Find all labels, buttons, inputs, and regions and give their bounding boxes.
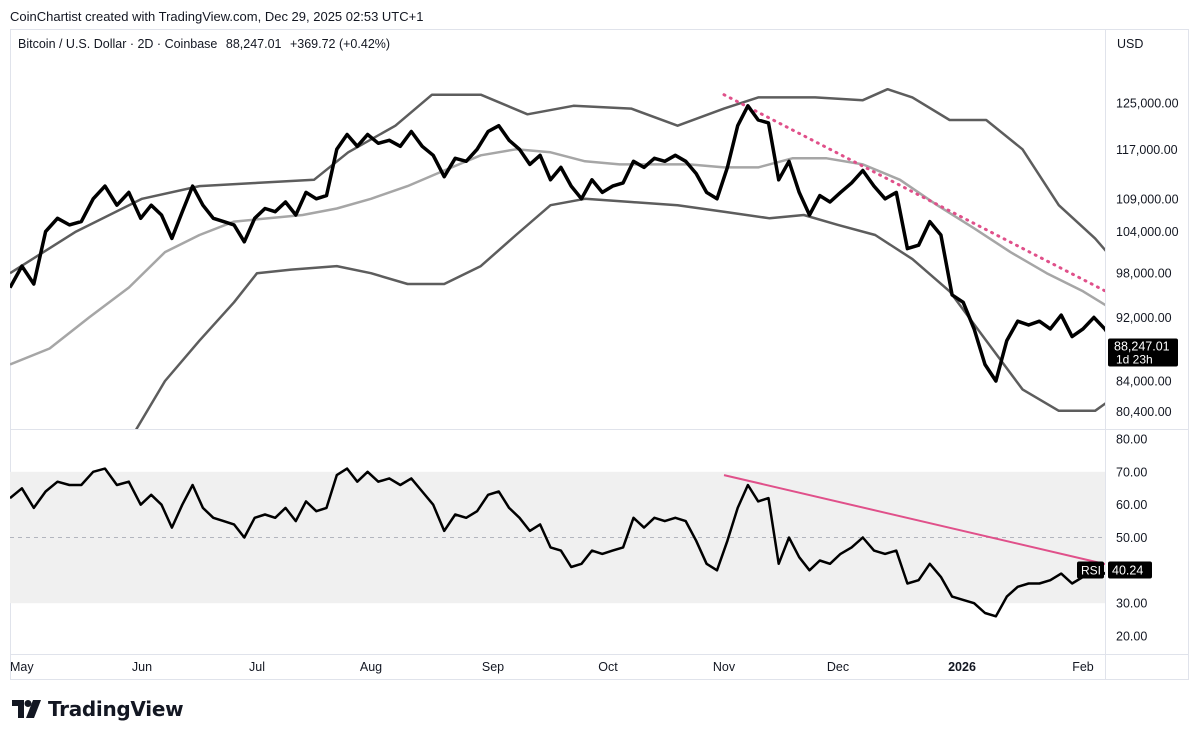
rsi-axis-tick: 60.00 [1116,498,1147,512]
rsi-trendline [723,474,1105,566]
price-trendline [722,93,1105,293]
flag-stripe [1185,419,1199,420]
flag-stripe [1185,414,1199,415]
time-axis-label: 2026 [948,660,976,674]
bollinger-middle-line [10,148,1105,366]
price-axis-tick: 117,000.00 [1116,143,1178,157]
time-axis-label: Dec [827,660,849,674]
rsi-axis-tick: 50.00 [1116,531,1147,545]
rsi-value-tag[interactable]: RSI 40.24 [1077,561,1152,579]
rsi-axis-tick: 30.00 [1116,597,1147,611]
rsi-value-bg [1108,561,1152,579]
flag-ring [1182,407,1199,427]
rsi-label-text: RSI [1081,564,1101,578]
time-axis-label: Jun [132,660,152,674]
rsi-axis-tick: 80.00 [1116,433,1147,447]
last-price: 88,247.01 [225,37,282,51]
last-price-tag-countdown: 1d 23h [1116,353,1153,367]
time-axis-label: May [10,660,34,674]
flag-stripe [1185,421,1199,422]
rsi-axis-tick: 20.00 [1116,630,1147,644]
tradingview-logo-icon [12,700,41,718]
time-axis-label: Nov [713,660,736,674]
time-axis-label: Sep [482,660,504,674]
price-axis-tick: 125,000.00 [1116,97,1179,111]
rsi-value-text: 40.24 [1112,564,1143,578]
flag-stripe [1185,416,1199,417]
time-axis-label: Aug [360,660,382,674]
price-axis-tick: 98,000.00 [1116,267,1172,281]
rsi-pane [10,467,1105,618]
flag-stripe [1185,411,1199,412]
rsi-axis-tick: 70.00 [1116,465,1147,479]
tradingview-logo[interactable]: TradingView [12,697,184,721]
last-price-tag-value: 88,247.01 [1114,340,1170,354]
us-event-flag-icon [1182,407,1199,427]
symbol-title: Bitcoin / U.S. Dollar · 2D · Coinbase [18,37,218,51]
price-axis-tick: 80,400.00 [1116,405,1172,419]
time-axis-label: Feb [1072,660,1094,674]
time-axis-label: Oct [598,660,618,674]
price-pane [10,87,1199,429]
currency-label[interactable]: USD [1117,37,1144,51]
time-axis-label: Jul [249,660,265,674]
attribution-text: CoinChartist created with TradingView.co… [10,9,424,24]
price-axis-tick: 92,000.00 [1116,311,1172,325]
rsi-line [10,467,1105,618]
last-price-tag-bg [1108,338,1178,367]
price-change: +369.72 (+0.42%) [289,37,391,51]
flag-canton [1185,411,1192,417]
symbol-legend[interactable]: Bitcoin / U.S. Dollar · 2D · Coinbase 88… [18,37,395,51]
price-axis-tick: 109,000.00 [1116,192,1179,206]
bollinger-upper-line [10,87,1105,275]
price-axis-tick: 104,000.00 [1116,225,1179,239]
price-line [10,104,1105,383]
bollinger-lower-line [135,197,1105,429]
price-axis-tick: 84,000.00 [1116,375,1172,389]
tradingview-logo-text: TradingView [48,697,184,721]
chart-frame [10,29,1189,680]
rsi-label-bg [1077,561,1104,579]
